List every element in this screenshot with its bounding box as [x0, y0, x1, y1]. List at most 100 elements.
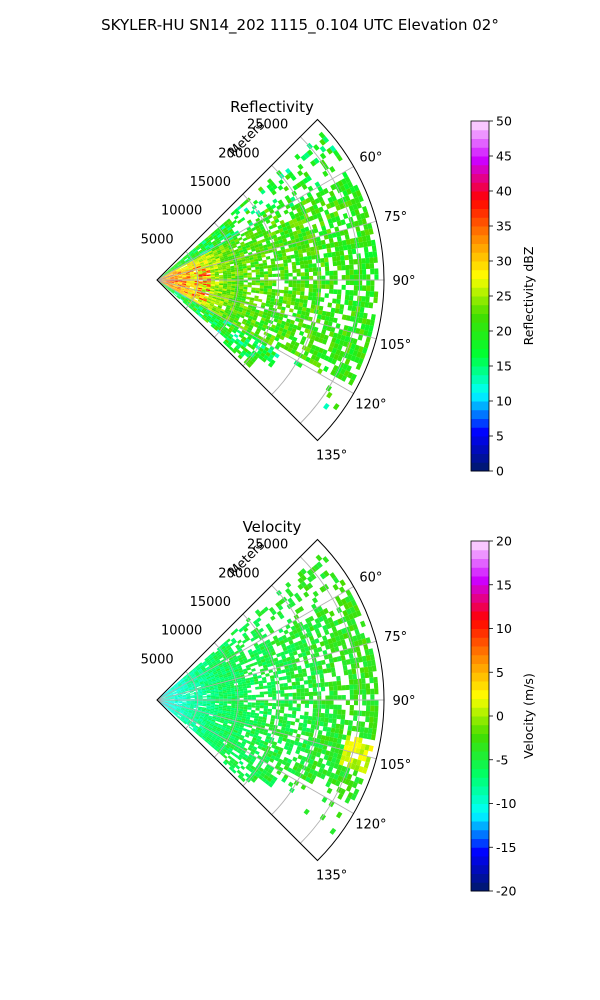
radar-gate	[283, 229, 289, 235]
radar-gate	[197, 300, 202, 304]
radar-gate	[304, 703, 310, 708]
radar-gate	[191, 302, 196, 306]
radar-gate	[260, 772, 266, 778]
colorbar-segment	[471, 724, 489, 734]
radar-gate	[310, 764, 317, 771]
radar-gate	[340, 719, 345, 725]
radar-gate	[200, 683, 205, 686]
radar-gate	[242, 342, 247, 348]
radar-gate	[291, 261, 297, 266]
radar-gate	[186, 673, 191, 678]
radar-gate	[239, 277, 244, 280]
radar-gate	[268, 750, 274, 755]
radar-gate	[277, 636, 284, 642]
radar-gate	[326, 247, 332, 254]
radar-gate	[298, 253, 304, 258]
radar-gate	[226, 743, 231, 748]
radar-gate	[298, 722, 304, 727]
radar-gate	[214, 302, 219, 306]
radar-gate	[217, 662, 223, 667]
radar-gate	[201, 255, 206, 259]
radar-gate	[180, 270, 186, 273]
radar-gate	[177, 706, 182, 708]
radar-gate	[188, 711, 193, 714]
radar-gate	[291, 328, 297, 334]
radar-gate	[212, 741, 218, 746]
radar-gate	[183, 684, 188, 688]
radar-gate	[352, 338, 358, 345]
radar-gate	[221, 726, 226, 731]
radar-gate	[220, 260, 225, 263]
radar-gate	[193, 298, 198, 302]
radar-gate	[218, 302, 224, 306]
radar-gate	[216, 668, 221, 672]
radar-gate	[164, 272, 168, 275]
radar-gate	[211, 717, 217, 721]
radar-gate	[224, 260, 230, 264]
radar-gate	[343, 229, 349, 235]
radar-gate	[218, 689, 223, 692]
radar-gate	[202, 256, 207, 260]
radar-gate	[183, 711, 189, 714]
radar-gate	[354, 196, 361, 204]
radar-gate	[180, 716, 185, 720]
radar-gate	[190, 275, 195, 277]
radar-gate	[228, 327, 234, 332]
radar-gate	[363, 643, 369, 651]
radar-gate	[177, 692, 182, 694]
radar-gate	[354, 356, 361, 364]
radar-gate	[209, 253, 214, 257]
radar-gate	[206, 707, 211, 710]
radar-gate	[226, 240, 231, 245]
radar-gate	[198, 679, 204, 683]
radar-gate	[249, 313, 255, 317]
radar-gate	[238, 264, 243, 268]
radar-gate	[303, 659, 309, 665]
radar-gate	[296, 290, 301, 296]
radar-gate	[184, 687, 189, 691]
radar-gate	[243, 670, 248, 675]
radar-gate	[196, 712, 201, 716]
radar-gate	[319, 721, 324, 727]
colorbar-segment	[471, 278, 489, 288]
radar-gate	[202, 282, 207, 284]
radar-gate	[166, 278, 171, 280]
radar-gate	[337, 733, 343, 740]
radar-gate	[287, 293, 293, 298]
radar-gate	[172, 271, 177, 274]
radar-gate	[286, 738, 292, 744]
radar-gate	[198, 732, 204, 737]
radar-gate	[262, 349, 268, 355]
radar-gate	[214, 657, 220, 662]
radar-gate	[217, 233, 222, 238]
radar-gate	[171, 687, 175, 691]
radar-gate	[346, 199, 353, 207]
radar-gate	[213, 733, 218, 737]
radar-gate	[262, 744, 268, 749]
radar-gate	[360, 620, 366, 628]
radar-gate	[262, 679, 267, 684]
radar-gate	[270, 359, 276, 365]
radar-gate	[174, 266, 179, 269]
radar-gate	[230, 315, 236, 320]
radar-gate	[286, 330, 292, 336]
radar-gate	[271, 289, 277, 293]
radar-gate	[267, 291, 272, 296]
radar-gate	[308, 691, 314, 697]
radar-gate	[220, 258, 225, 262]
radar-gate	[266, 681, 272, 686]
radar-gate	[240, 652, 246, 657]
radar-gate	[227, 664, 233, 669]
radar-gate	[161, 696, 166, 698]
radar-gate	[265, 315, 271, 320]
radar-gate	[248, 651, 254, 656]
radar-gate	[266, 356, 273, 363]
radar-gate	[224, 246, 229, 250]
radar-gate	[206, 274, 211, 277]
radar-gate	[301, 248, 307, 254]
radar-gate	[288, 283, 293, 288]
radar-gate	[227, 283, 232, 286]
radar-gate	[353, 604, 360, 612]
radar-gate	[185, 679, 190, 683]
radar-gate	[229, 230, 235, 235]
